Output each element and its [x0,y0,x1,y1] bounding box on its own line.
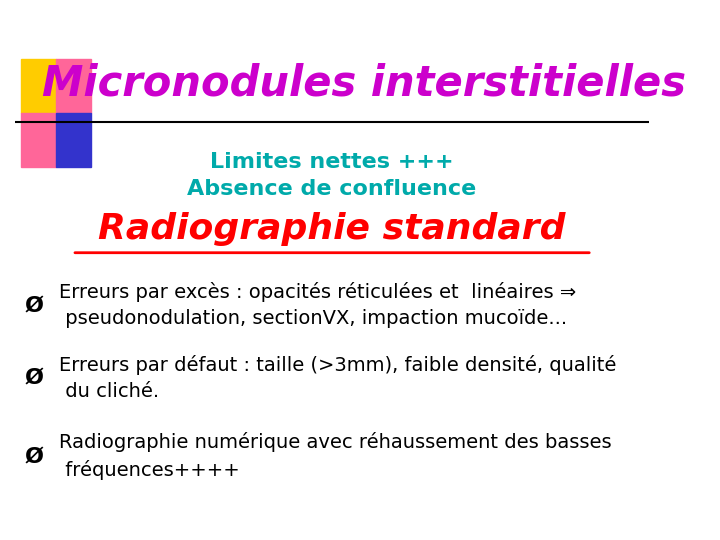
Text: Micronodules interstitielles: Micronodules interstitielles [42,63,685,105]
Text: Limites nettes +++: Limites nettes +++ [210,152,454,172]
Text: Radiographie numérique avec réhaussement des basses
 fréquences++++: Radiographie numérique avec réhaussement… [60,433,612,480]
Text: Ø: Ø [24,368,44,388]
Text: Absence de confluence: Absence de confluence [187,179,477,199]
Bar [56,59,91,113]
Bar [56,113,91,167]
Text: Erreurs par défaut : taille (>3mm), faible densité, qualité
 du cliché.: Erreurs par défaut : taille (>3mm), faib… [60,355,617,401]
Text: Radiographie standard: Radiographie standard [99,213,566,246]
Text: Ø: Ø [24,295,44,315]
Text: Ø: Ø [24,446,44,467]
Bar [22,59,56,113]
Bar [22,113,56,167]
Text: Erreurs par excès : opacités réticulées et  linéaires ⇒
 pseudonodulation, secti: Erreurs par excès : opacités réticulées … [60,282,577,328]
